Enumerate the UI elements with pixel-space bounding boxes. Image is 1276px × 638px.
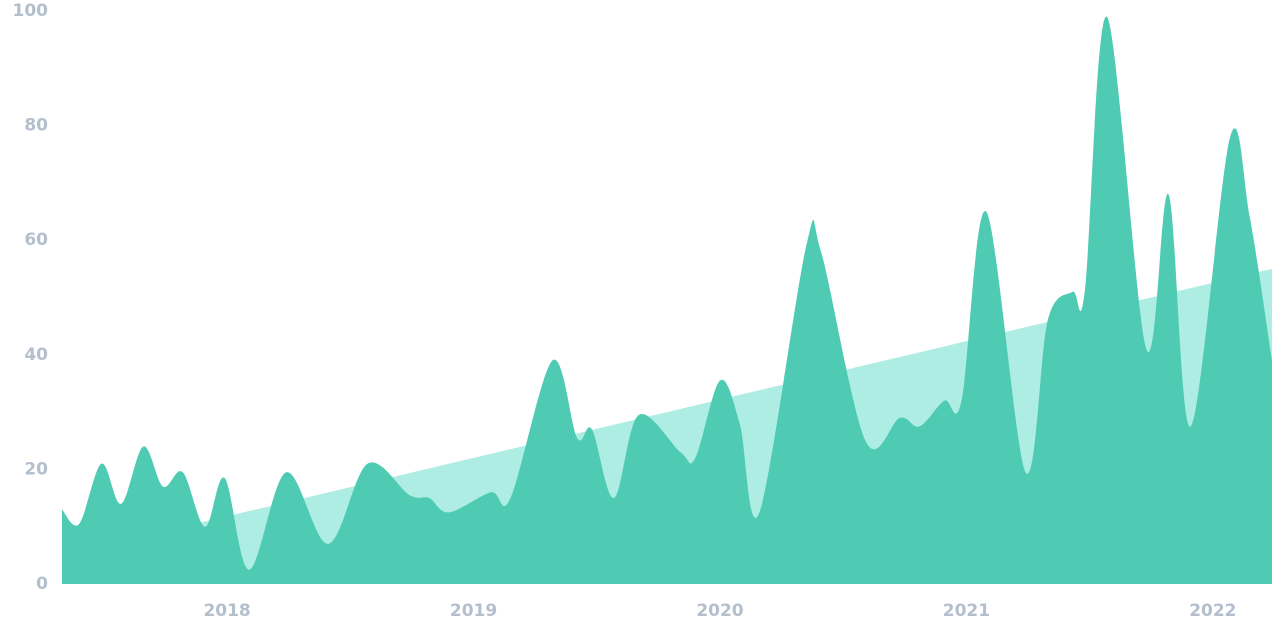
x-tick-label: 2018	[203, 601, 250, 621]
y-tick-label: 40	[24, 345, 48, 365]
x-tick-label: 2022	[1189, 601, 1236, 621]
x-tick-label: 2021	[943, 601, 990, 621]
y-tick-label: 80	[24, 116, 48, 136]
y-tick-label: 60	[24, 230, 48, 250]
x-tick-label: 2020	[696, 601, 743, 621]
y-tick-label: 100	[13, 1, 49, 21]
area	[62, 16, 1272, 585]
y-tick-label: 20	[24, 459, 48, 479]
y-tick-label: 0	[36, 574, 48, 594]
x-tick-label: 2019	[450, 601, 497, 621]
